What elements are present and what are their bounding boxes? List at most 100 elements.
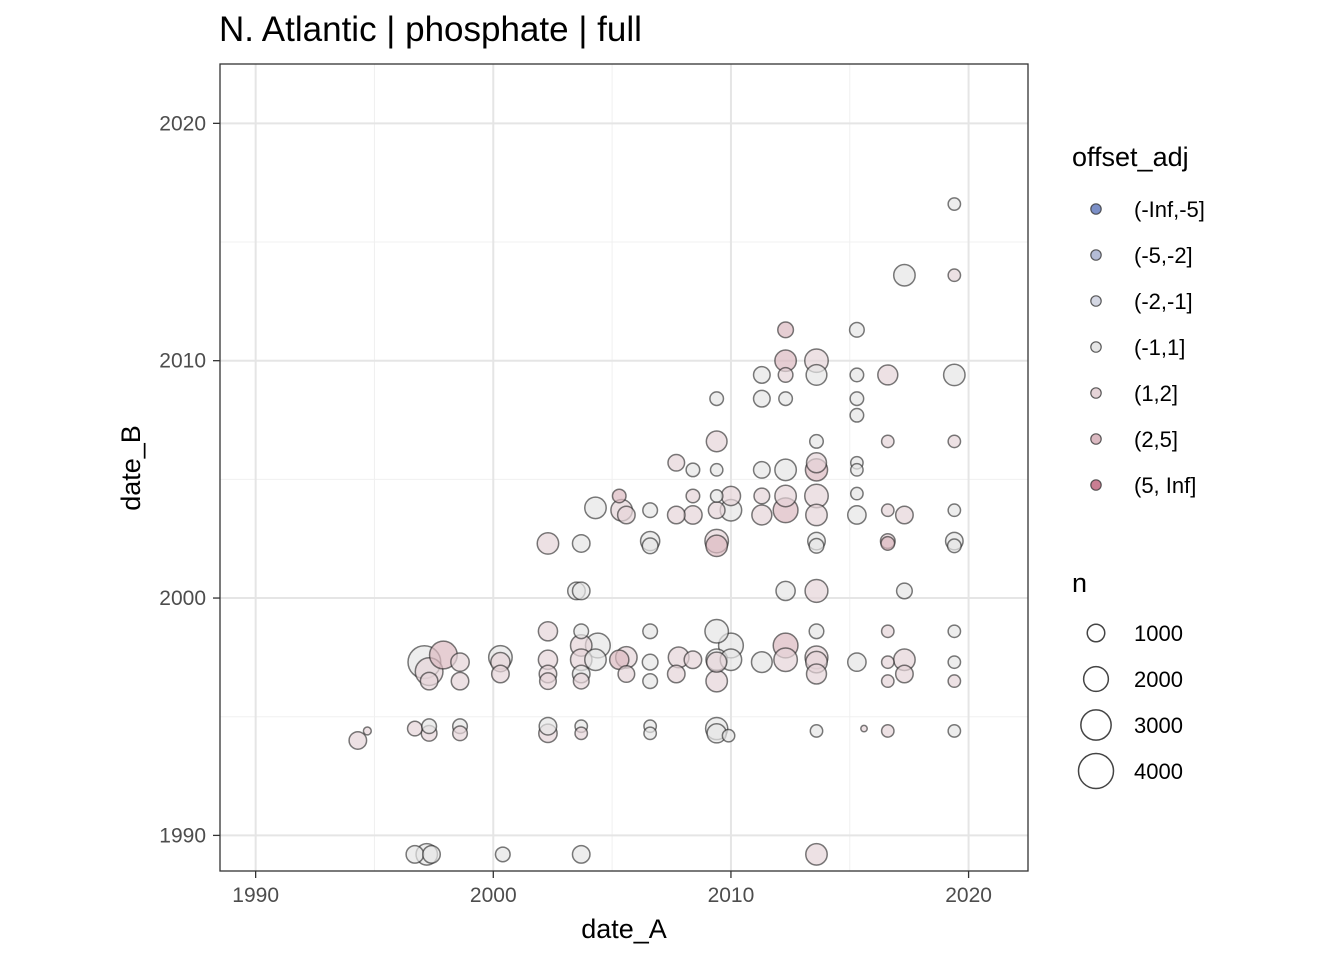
data-point xyxy=(849,462,864,477)
color-legend-label: (5, Inf] xyxy=(1134,473,1196,498)
data-point xyxy=(536,531,560,555)
data-point xyxy=(880,655,895,670)
data-point xyxy=(846,652,867,673)
x-tick-label: 2010 xyxy=(708,884,755,907)
data-point xyxy=(848,321,865,338)
data-point xyxy=(947,655,962,670)
size-legend-key xyxy=(1077,752,1115,790)
data-point xyxy=(450,671,470,691)
color-legend-label: (-1,1] xyxy=(1134,335,1185,360)
data-point xyxy=(777,366,794,384)
data-point xyxy=(880,434,895,449)
data-point xyxy=(849,407,865,423)
grid-lines xyxy=(220,64,1028,871)
size-legend-title: n xyxy=(1072,568,1087,598)
color-legend-key xyxy=(1090,387,1102,399)
data-point xyxy=(751,504,773,526)
data-point xyxy=(419,671,439,691)
data-point xyxy=(805,363,828,387)
data-point xyxy=(348,730,368,750)
data-point xyxy=(682,505,703,525)
data-point xyxy=(641,537,659,555)
data-point xyxy=(849,367,865,383)
data-point xyxy=(406,720,423,737)
data-point xyxy=(849,486,864,501)
data-point xyxy=(947,434,962,449)
data-point xyxy=(574,726,589,741)
data-point xyxy=(774,458,798,482)
data-point xyxy=(450,652,470,673)
data-point xyxy=(683,650,703,670)
color-legend-label: (-Inf,-5] xyxy=(1134,197,1205,222)
size-legend-label: 4000 xyxy=(1134,759,1183,784)
data-point xyxy=(571,581,591,601)
data-point xyxy=(752,365,771,384)
size-legend-label: 2000 xyxy=(1134,667,1183,692)
data-point xyxy=(709,489,724,503)
y-axis-title: date_B xyxy=(116,425,146,511)
color-legend-key xyxy=(1090,203,1102,215)
data-point xyxy=(947,268,962,283)
y-tick-label: 2010 xyxy=(159,350,206,373)
data-point xyxy=(705,534,729,558)
color-legend-label: (-5,-2] xyxy=(1134,243,1193,268)
data-point xyxy=(704,618,730,644)
data-point xyxy=(709,391,725,407)
data-point xyxy=(666,664,686,684)
data-point xyxy=(643,726,658,741)
data-point xyxy=(362,726,373,736)
plot-panel xyxy=(220,64,1028,871)
size-legend-key xyxy=(1086,623,1106,643)
color-legend: offset_adj (-Inf,-5] (-5,-2] (-2,-1] (-1,1]… xyxy=(1072,142,1205,498)
data-point xyxy=(808,433,825,449)
color-legend-key xyxy=(1090,295,1102,307)
x-axis-title: date_A xyxy=(581,914,667,944)
data-point xyxy=(685,488,701,504)
data-point xyxy=(895,582,913,600)
data-point xyxy=(880,724,895,738)
data-point xyxy=(777,321,795,339)
data-point xyxy=(538,672,558,691)
data-point xyxy=(573,623,590,640)
data-point xyxy=(805,663,828,685)
data-point xyxy=(642,673,659,690)
data-point xyxy=(753,487,771,505)
data-point xyxy=(705,669,729,693)
data-point xyxy=(805,842,828,866)
data-point xyxy=(705,651,728,673)
color-legend-label: (2,5] xyxy=(1134,427,1178,452)
size-legend-label: 1000 xyxy=(1134,621,1183,646)
data-point xyxy=(451,725,469,742)
data-point xyxy=(846,505,867,525)
data-point xyxy=(642,623,659,640)
size-legend-key xyxy=(1082,665,1110,693)
data-point xyxy=(642,502,659,519)
y-tick-label: 2020 xyxy=(159,112,206,135)
data-point xyxy=(894,505,914,525)
data-point xyxy=(778,391,794,407)
data-point xyxy=(721,728,736,743)
data-point xyxy=(571,533,591,553)
data-point xyxy=(494,846,511,863)
color-legend-title: offset_adj xyxy=(1072,142,1189,172)
data-point xyxy=(707,501,726,520)
data-point xyxy=(666,505,686,525)
data-point xyxy=(773,647,799,673)
color-legend-label: (-2,-1] xyxy=(1134,289,1193,314)
data-point xyxy=(750,651,773,674)
data-point xyxy=(808,623,825,640)
data-point xyxy=(942,363,966,387)
data-point xyxy=(775,580,796,602)
plot-border xyxy=(219,63,1029,872)
data-point xyxy=(808,537,825,554)
data-point xyxy=(805,503,828,527)
data-point xyxy=(709,462,724,477)
size-legend-label: 3000 xyxy=(1134,713,1183,738)
size-legend: n 1000 2000 3000 4000 xyxy=(1072,568,1183,790)
color-legend-key xyxy=(1090,433,1102,445)
size-legend-key xyxy=(1080,709,1112,741)
data-point xyxy=(947,197,962,211)
data-points xyxy=(348,197,966,866)
data-point xyxy=(405,844,425,864)
chart-title: N. Atlantic | phosphate | full xyxy=(219,10,642,49)
